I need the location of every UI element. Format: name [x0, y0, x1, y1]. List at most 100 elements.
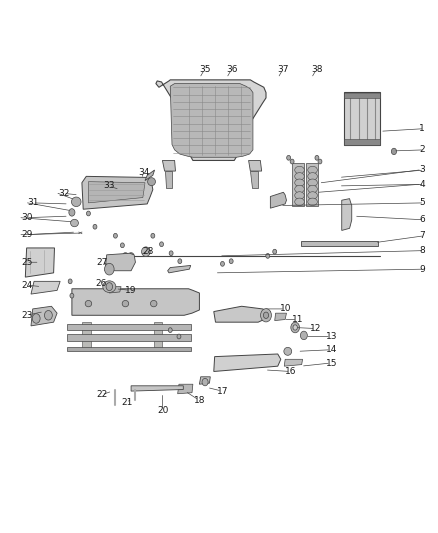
Ellipse shape	[284, 348, 292, 356]
Ellipse shape	[295, 192, 304, 199]
Ellipse shape	[291, 322, 300, 333]
Polygon shape	[105, 253, 135, 271]
Text: 22: 22	[96, 390, 107, 399]
Text: 30: 30	[21, 213, 32, 222]
Text: 36: 36	[226, 64, 238, 74]
Ellipse shape	[318, 159, 322, 164]
Ellipse shape	[85, 301, 92, 307]
Ellipse shape	[70, 293, 74, 298]
Ellipse shape	[391, 148, 396, 155]
Ellipse shape	[106, 282, 113, 290]
Ellipse shape	[295, 166, 304, 174]
Text: 35: 35	[199, 64, 211, 74]
Ellipse shape	[308, 179, 318, 187]
Ellipse shape	[128, 253, 134, 257]
Ellipse shape	[105, 263, 114, 275]
Ellipse shape	[290, 159, 294, 164]
Text: 18: 18	[194, 395, 205, 405]
Text: 3: 3	[419, 166, 425, 174]
Text: 24: 24	[21, 280, 32, 289]
Text: 1: 1	[419, 124, 425, 133]
Text: 25: 25	[21, 258, 32, 266]
Ellipse shape	[220, 262, 224, 266]
Text: 29: 29	[21, 230, 32, 239]
Ellipse shape	[103, 281, 116, 293]
Bar	[344, 93, 380, 98]
Text: 38: 38	[311, 64, 323, 74]
Ellipse shape	[151, 233, 155, 238]
Ellipse shape	[308, 185, 318, 193]
Ellipse shape	[293, 325, 297, 330]
Ellipse shape	[150, 301, 157, 307]
Polygon shape	[306, 163, 318, 206]
Polygon shape	[156, 80, 266, 160]
Polygon shape	[88, 182, 145, 203]
Ellipse shape	[315, 156, 319, 160]
Text: 32: 32	[58, 189, 69, 198]
Ellipse shape	[308, 192, 318, 199]
Text: 4: 4	[419, 180, 425, 189]
Ellipse shape	[177, 334, 181, 339]
Text: 17: 17	[217, 386, 228, 395]
Text: 23: 23	[21, 311, 32, 320]
Polygon shape	[162, 160, 176, 171]
Text: 33: 33	[104, 181, 115, 190]
Ellipse shape	[93, 224, 97, 229]
Ellipse shape	[141, 247, 150, 256]
Ellipse shape	[120, 243, 124, 248]
Ellipse shape	[263, 312, 268, 318]
Polygon shape	[154, 322, 162, 349]
Polygon shape	[342, 199, 352, 230]
Polygon shape	[199, 377, 210, 384]
Polygon shape	[131, 386, 184, 391]
Polygon shape	[270, 192, 286, 208]
Text: 2: 2	[419, 146, 425, 155]
Text: 21: 21	[121, 398, 132, 407]
Polygon shape	[214, 354, 281, 372]
Text: 27: 27	[96, 258, 108, 266]
Ellipse shape	[287, 156, 290, 160]
Text: 16: 16	[285, 367, 297, 376]
Polygon shape	[249, 160, 261, 171]
Polygon shape	[251, 171, 258, 188]
Ellipse shape	[295, 179, 304, 187]
Ellipse shape	[168, 328, 172, 333]
Polygon shape	[275, 313, 286, 320]
Text: 11: 11	[292, 315, 304, 324]
Bar	[67, 324, 191, 330]
Text: 10: 10	[280, 304, 291, 313]
Polygon shape	[214, 306, 270, 322]
Ellipse shape	[71, 219, 78, 227]
Text: 31: 31	[28, 198, 39, 207]
Polygon shape	[82, 322, 91, 349]
Bar	[344, 139, 380, 144]
Text: 34: 34	[138, 167, 150, 176]
Ellipse shape	[159, 242, 163, 247]
Polygon shape	[145, 170, 155, 181]
Ellipse shape	[266, 254, 270, 259]
Text: 5: 5	[419, 198, 425, 207]
Text: 12: 12	[311, 324, 322, 333]
Ellipse shape	[202, 378, 208, 386]
Ellipse shape	[69, 209, 75, 216]
Ellipse shape	[123, 253, 128, 257]
Ellipse shape	[295, 198, 304, 206]
Ellipse shape	[113, 233, 117, 238]
Ellipse shape	[71, 197, 81, 207]
Text: 15: 15	[325, 359, 337, 367]
Polygon shape	[82, 176, 153, 209]
Text: 14: 14	[325, 345, 337, 354]
Polygon shape	[31, 306, 57, 326]
Ellipse shape	[229, 259, 233, 264]
Polygon shape	[72, 289, 199, 316]
Bar	[67, 347, 191, 351]
Ellipse shape	[86, 211, 90, 216]
Ellipse shape	[308, 166, 318, 174]
Ellipse shape	[273, 249, 277, 254]
Polygon shape	[178, 384, 193, 394]
Polygon shape	[168, 265, 191, 273]
Polygon shape	[301, 241, 378, 246]
Ellipse shape	[308, 173, 318, 180]
Ellipse shape	[148, 177, 155, 185]
Ellipse shape	[308, 198, 318, 206]
